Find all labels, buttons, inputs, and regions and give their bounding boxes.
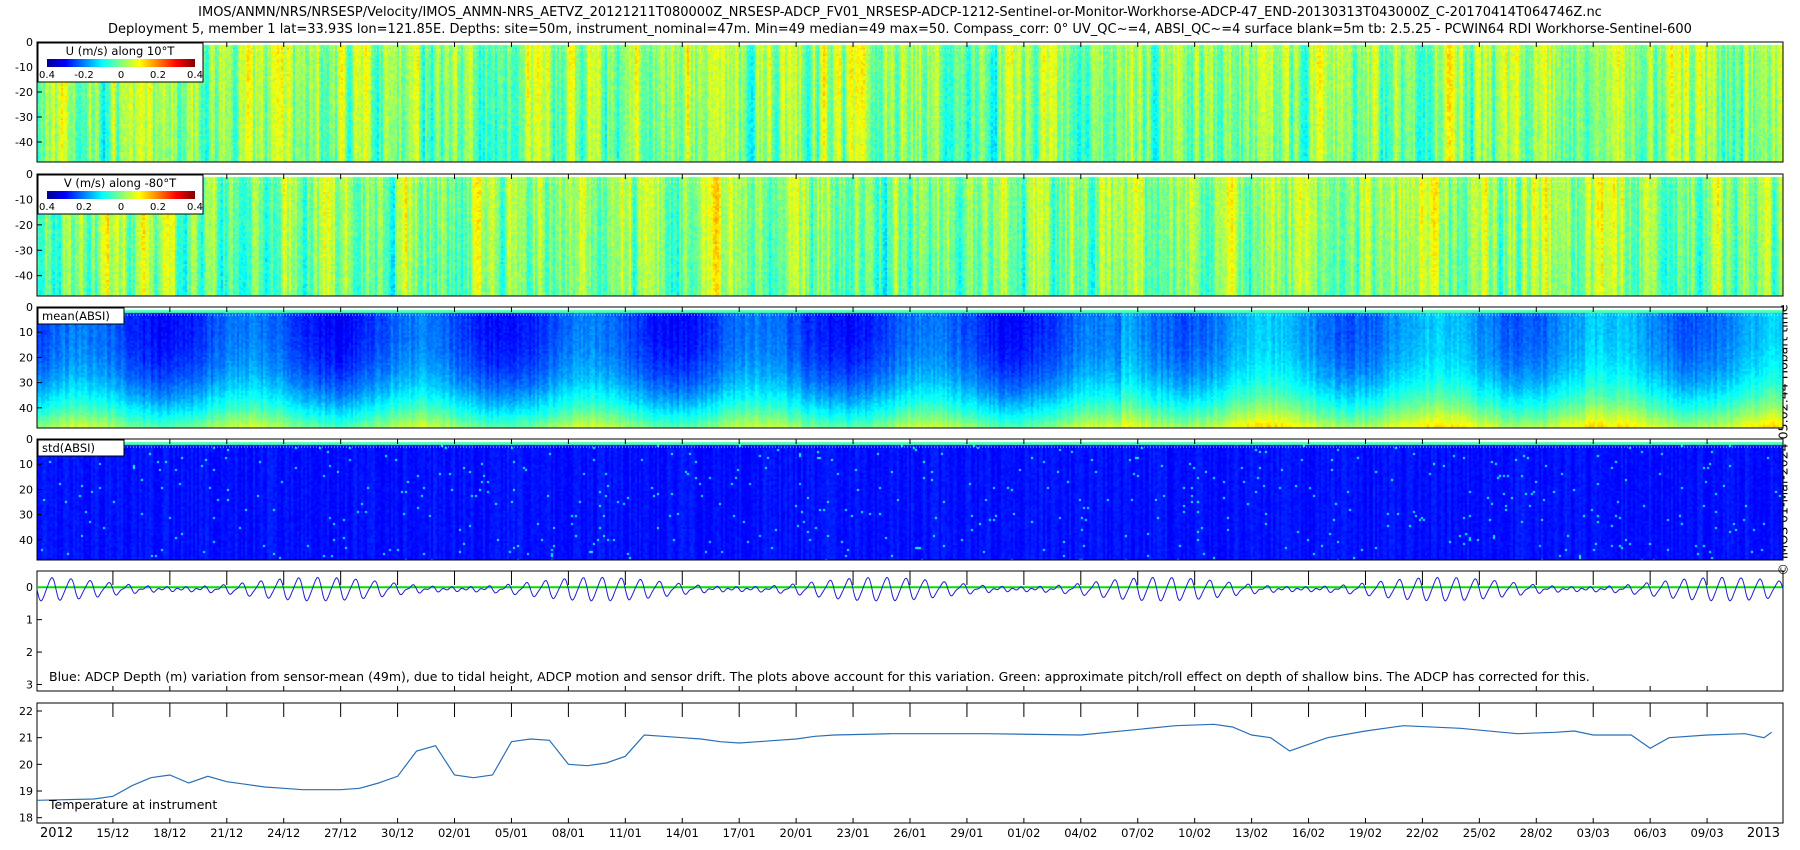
legend-label: V (m/s) along -80°T <box>64 176 177 190</box>
legend-label: U (m/s) along 10°T <box>66 44 176 58</box>
colorbar-tick: 0.2 <box>150 202 166 213</box>
y-tick-label: -30 <box>15 111 33 124</box>
x-tick-label: 14/01 <box>666 826 699 840</box>
y-tick-label: 18 <box>19 812 33 825</box>
colorbar <box>47 59 195 67</box>
y-tick-label: -10 <box>15 61 33 74</box>
depth-annotation: Blue: ADCP Depth (m) variation from sens… <box>49 669 1590 684</box>
y-tick-label: 40 <box>19 534 33 547</box>
x-tick-label: 26/01 <box>893 826 926 840</box>
y-tick-label: 1 <box>26 614 33 627</box>
x-tick-label: 18/12 <box>153 826 186 840</box>
y-tick-label: 0 <box>26 433 33 446</box>
colorbar-tick: 0.2 <box>150 70 166 81</box>
x-tick-label: 09/03 <box>1691 826 1724 840</box>
legend-box-1: U (m/s) along 10°T 0.4 -0.2 0 0.2 0.4 <box>37 42 204 83</box>
x-tick-label: 30/12 <box>381 826 414 840</box>
colorbar-tick: -0.2 <box>74 70 94 81</box>
x-tick-label: 04/02 <box>1064 826 1097 840</box>
x-tick-label: 07/02 <box>1121 826 1154 840</box>
y-tick-label: 3 <box>26 679 33 692</box>
x-tick-label: 27/12 <box>324 826 357 840</box>
x-tick-label: 08/01 <box>552 826 585 840</box>
x-tick-label: 02/01 <box>438 826 471 840</box>
legend-box-4: std(ABSI) <box>37 439 125 457</box>
y-tick-label: 0 <box>26 168 33 181</box>
x-tick-label: 20/01 <box>780 826 813 840</box>
x-tick-label: 17/01 <box>723 826 756 840</box>
y-tick-label: 21 <box>19 732 33 745</box>
x-tick-label: 16/02 <box>1292 826 1325 840</box>
colorbar-tick: 0.4 <box>39 202 55 213</box>
heatmap-image-2 <box>37 174 1783 296</box>
y-tick-label: 20 <box>19 483 33 496</box>
legend-label: std(ABSI) <box>42 441 95 455</box>
y-tick-label: 22 <box>19 705 33 718</box>
figure-title-line-1: IMOS/ANMN/NRS/NRSESP/Velocity/IMOS_ANMN-… <box>198 5 1602 20</box>
y-tick-label: -40 <box>15 136 33 149</box>
y-tick-label: 0 <box>26 301 33 314</box>
legend-label: mean(ABSI) <box>42 309 110 323</box>
heatmap-image-3 <box>37 307 1783 428</box>
y-tick-label: 20 <box>19 351 33 364</box>
x-tick-label: 24/12 <box>267 826 300 840</box>
x-tick-label: 13/02 <box>1235 826 1268 840</box>
colorbar-tick: 0 <box>118 70 124 81</box>
x-tick-label: 03/03 <box>1577 826 1610 840</box>
temperature-line <box>36 723 1772 801</box>
year-label-end: 2013 <box>1747 826 1780 841</box>
heatmap-image-4 <box>37 439 1783 560</box>
x-tick-label: 28/02 <box>1520 826 1553 840</box>
figure-title-line-2: Deployment 5, member 1 lat=33.93S lon=12… <box>108 22 1692 37</box>
legend-box-3: mean(ABSI) <box>37 307 125 325</box>
colorbar-tick: 0 <box>118 202 124 213</box>
x-tick-label: 29/01 <box>950 826 983 840</box>
x-tick-label: 11/01 <box>609 826 642 840</box>
colorbar-tick: 0.4 <box>187 202 203 213</box>
y-tick-label: 2 <box>26 646 33 659</box>
colorbar-tick: 0.4 <box>187 70 203 81</box>
x-tick-label: 19/02 <box>1349 826 1382 840</box>
heatmap-image-1 <box>37 42 1783 162</box>
y-tick-label: 0 <box>26 581 33 594</box>
y-tick-label: 20 <box>19 758 33 771</box>
y-tick-label: 19 <box>19 785 33 798</box>
y-tick-label: 40 <box>19 402 33 415</box>
colorbar-tick: 0.2 <box>76 202 92 213</box>
y-tick-label: -20 <box>15 219 33 232</box>
x-tick-label: 06/03 <box>1634 826 1667 840</box>
panel-frame-6 <box>36 702 1784 824</box>
y-tick-label: -10 <box>15 193 33 206</box>
y-tick-label: 30 <box>19 377 33 390</box>
y-tick-label: 10 <box>19 458 33 471</box>
colorbar <box>47 191 195 199</box>
x-tick-label: 21/12 <box>210 826 243 840</box>
x-tick-label: 25/02 <box>1463 826 1496 840</box>
x-tick-label: 23/01 <box>836 826 869 840</box>
y-tick-label: 0 <box>26 36 33 49</box>
colorbar-tick: 0.4 <box>39 70 55 81</box>
x-tick-label: 15/12 <box>96 826 129 840</box>
y-tick-label: 30 <box>19 509 33 522</box>
x-tick-label: 01/02 <box>1007 826 1040 840</box>
x-tick-label: 22/02 <box>1406 826 1439 840</box>
y-tick-label: -30 <box>15 244 33 257</box>
y-tick-label: -40 <box>15 270 33 283</box>
year-label-start: 2012 <box>40 826 73 841</box>
y-tick-label: 10 <box>19 326 33 339</box>
x-tick-label: 10/02 <box>1178 826 1211 840</box>
legend-box-2: V (m/s) along -80°T 0.4 0.2 0 0.2 0.4 <box>37 174 204 215</box>
x-tick-label: 05/01 <box>495 826 528 840</box>
y-tick-label: -20 <box>15 86 33 99</box>
adcp-depth-variation-line <box>36 576 1784 602</box>
temperature-annotation: Temperature at instrument <box>48 797 217 812</box>
